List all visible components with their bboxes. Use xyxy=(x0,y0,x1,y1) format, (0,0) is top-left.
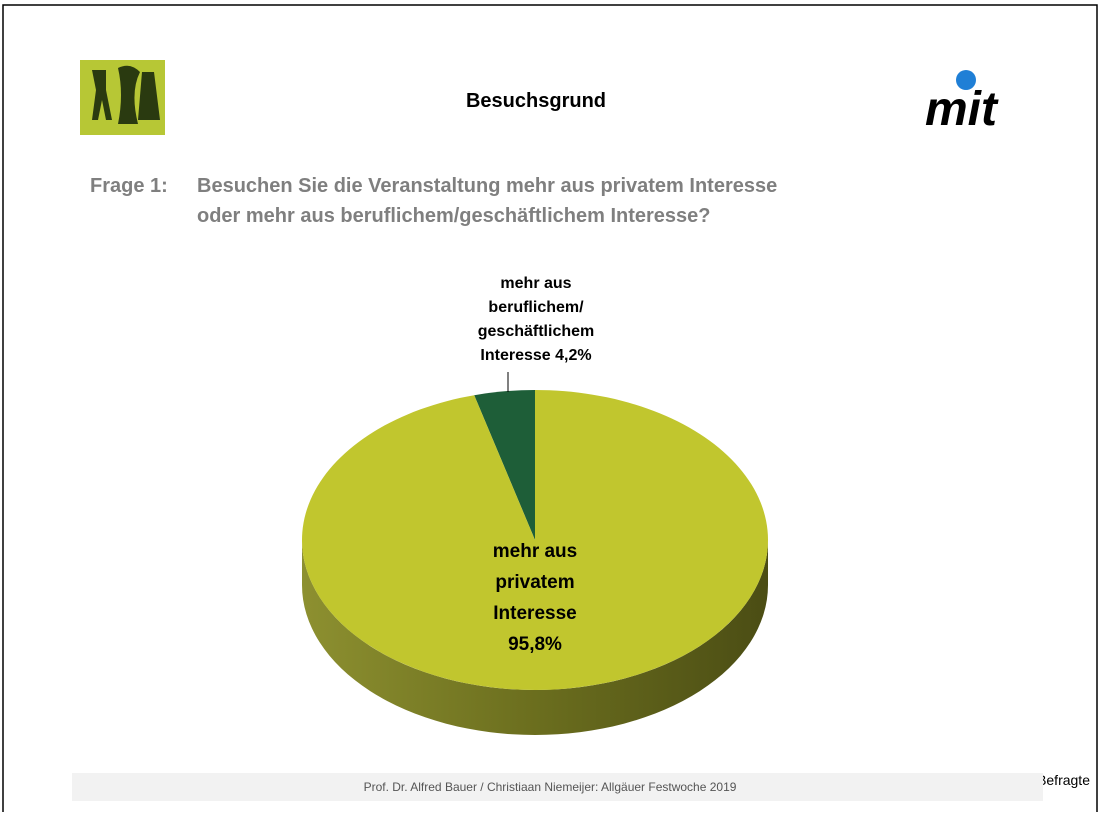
footer-text: Prof. Dr. Alfred Bauer / Christiaan Niem… xyxy=(364,780,737,794)
logo-text: mit xyxy=(925,83,999,136)
slide-title: Besuchsgrund xyxy=(466,90,606,112)
slice-label: mehr aus beruflichem/ geschäftlichem Int… xyxy=(441,272,631,368)
value-label: 4,2% xyxy=(555,347,592,364)
slice-label-text: mehr aus beruflichem/ geschäftlichem Int… xyxy=(469,272,604,368)
pie-slice xyxy=(301,390,768,690)
slice-label: mehr aus privatem Interesse 95,8% xyxy=(465,536,605,660)
slide-frame xyxy=(2,4,1098,812)
question-line: Besuchen Sie die Veranstaltung mehr aus … xyxy=(197,175,777,197)
pie-side xyxy=(302,540,768,735)
category-label: mehr aus beruflichem/ geschäftlichem Int… xyxy=(477,275,595,364)
left-logo xyxy=(80,60,165,135)
right-logo: mit xyxy=(917,57,1043,137)
question-line: oder mehr aus beruflichem/geschäftlichem… xyxy=(197,205,711,227)
pie-slice xyxy=(474,390,535,540)
footer-band xyxy=(72,773,1043,801)
value-label: 95,8% xyxy=(508,634,562,655)
category-label: mehr aus privatem Interesse xyxy=(492,541,578,624)
pie xyxy=(301,390,768,735)
question-label: Frage 1: xyxy=(90,175,168,197)
